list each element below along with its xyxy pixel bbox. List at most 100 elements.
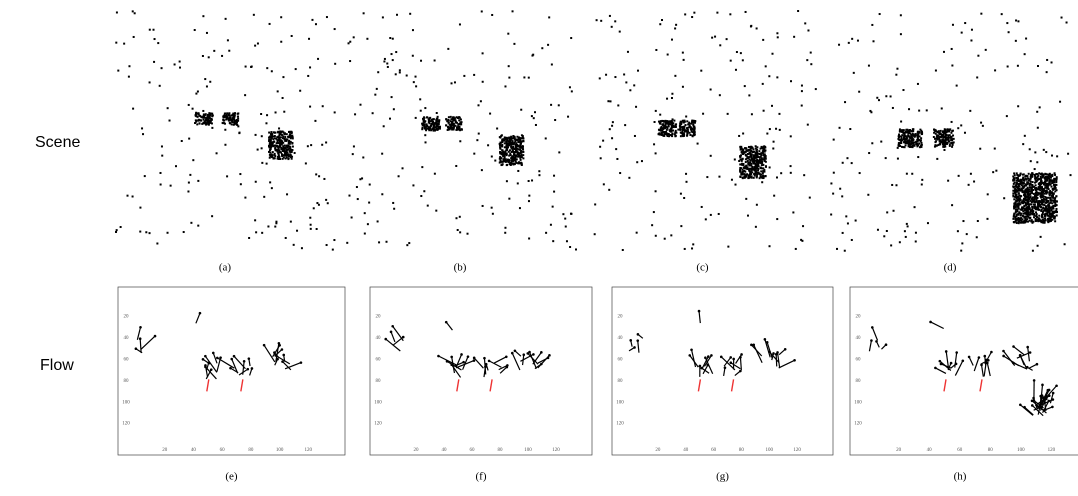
point (871, 24, 873, 26)
arrow-head (154, 335, 157, 338)
point (688, 123, 690, 125)
point (667, 54, 669, 56)
point (204, 120, 206, 122)
arrow-head (212, 352, 215, 355)
point (945, 134, 947, 136)
point (522, 146, 524, 148)
point (132, 195, 134, 197)
point (757, 152, 759, 154)
point (291, 35, 293, 37)
point (969, 110, 971, 112)
row-label: Flow (40, 357, 74, 374)
point (520, 162, 522, 164)
point (744, 177, 746, 179)
point (857, 40, 859, 42)
point (917, 135, 919, 137)
point (278, 138, 280, 140)
arrow-head (707, 355, 710, 358)
point (700, 70, 702, 72)
arrow-head (216, 357, 219, 360)
point (742, 132, 744, 134)
point (116, 229, 118, 231)
point (377, 220, 379, 222)
point (1020, 217, 1022, 219)
point (939, 143, 941, 145)
point (755, 173, 757, 175)
point (159, 172, 161, 174)
point (528, 195, 530, 197)
point (522, 148, 524, 150)
point (228, 114, 230, 116)
point (936, 158, 938, 160)
point (367, 223, 369, 225)
point (481, 10, 483, 12)
point (750, 155, 752, 157)
point (1021, 191, 1023, 193)
point (167, 232, 169, 234)
point (346, 242, 348, 244)
point (1001, 13, 1003, 15)
flow-arrow (264, 345, 275, 362)
point (499, 136, 501, 138)
point (289, 134, 291, 136)
point (1051, 202, 1053, 204)
point (293, 244, 295, 246)
y-tick-label: 60 (618, 357, 624, 362)
arrow-head (1055, 384, 1058, 387)
point (1053, 179, 1055, 181)
point (208, 56, 210, 58)
point (277, 152, 279, 154)
point (1036, 215, 1038, 217)
point (744, 173, 746, 175)
point (513, 153, 515, 155)
point (897, 158, 899, 160)
point (609, 15, 611, 17)
arrow-head (473, 357, 476, 360)
point (915, 232, 917, 234)
point (273, 141, 275, 143)
point (680, 132, 682, 134)
point (869, 110, 871, 112)
arrow-head (230, 358, 233, 361)
point (739, 163, 741, 165)
point (960, 124, 962, 126)
point (334, 28, 336, 30)
y-tick-label: 20 (618, 315, 624, 320)
point (946, 143, 948, 145)
flow-arrow-red (241, 379, 243, 391)
point (353, 36, 355, 38)
point (1045, 151, 1047, 153)
point (161, 145, 163, 147)
point (684, 248, 686, 250)
point (134, 12, 136, 14)
point (299, 90, 301, 92)
point (909, 142, 911, 144)
point (1045, 198, 1047, 200)
point (506, 149, 508, 151)
point (535, 124, 537, 126)
point (502, 149, 504, 151)
point (675, 24, 677, 26)
point (1019, 179, 1021, 181)
point (719, 94, 721, 96)
arrow-head (698, 310, 701, 313)
point (1038, 178, 1040, 180)
point (749, 149, 751, 151)
point (944, 143, 946, 145)
point (133, 36, 135, 38)
row-label: Scene (35, 134, 80, 151)
point (765, 166, 767, 168)
y-tick-label: 100 (854, 400, 862, 405)
point (807, 124, 809, 126)
point (694, 122, 696, 124)
point (920, 130, 922, 132)
point (294, 152, 296, 154)
point (447, 119, 449, 121)
point (614, 76, 616, 78)
flow-arrow (779, 360, 795, 368)
point (395, 51, 397, 53)
point (1025, 191, 1027, 193)
point (758, 150, 760, 152)
point (313, 207, 315, 209)
point (810, 63, 812, 65)
